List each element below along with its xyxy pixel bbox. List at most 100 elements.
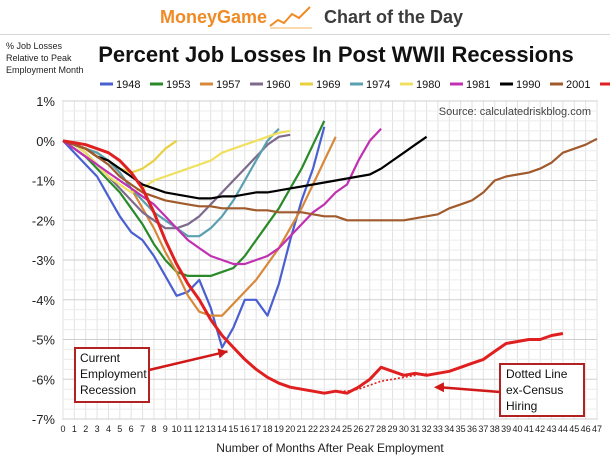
annotation-text: Hiring	[506, 399, 537, 413]
x-tick-label: 2	[83, 424, 88, 434]
x-tick-label: 16	[240, 424, 250, 434]
arrowhead	[217, 348, 228, 359]
x-tick-label: 7	[140, 424, 145, 434]
x-tick-label: 30	[399, 424, 409, 434]
series-line	[62, 128, 280, 238]
x-tick-label: 47	[592, 424, 602, 434]
x-tick-label: 0	[60, 424, 65, 434]
x-tick-label: 41	[524, 424, 534, 434]
x-tick-label: 17	[251, 424, 261, 434]
y-tick-label: -3%	[32, 253, 56, 268]
x-tick-label: 40	[512, 424, 522, 434]
annotation-text: Current	[80, 351, 121, 365]
series-line-dotted	[335, 372, 427, 393]
annotation-dotted-line: Dotted Line ex-Census Hiring	[433, 363, 585, 417]
x-tick-label: 15	[228, 424, 238, 434]
legend-item: 1974	[350, 79, 390, 91]
x-tick-label: 14	[217, 424, 227, 434]
annotation-arrow	[439, 385, 501, 394]
annotation-arrow	[148, 350, 228, 372]
x-tick-label: 36	[467, 424, 477, 434]
x-tick-label: 34	[444, 424, 454, 434]
x-tick-label: 6	[129, 424, 134, 434]
x-tick-label: 3	[95, 424, 100, 434]
x-tick-label: 11	[183, 424, 192, 434]
x-tick-label: 20	[285, 424, 295, 434]
y-axis-label-line: % Job Losses	[6, 41, 63, 51]
x-tick-label: 10	[172, 424, 182, 434]
legend-label: 1957	[216, 79, 240, 91]
x-tick-label: 19	[274, 424, 284, 434]
y-tick-label: -7%	[32, 412, 56, 427]
legend-item: 2007	[600, 82, 610, 86]
y-tick-label: 1%	[36, 94, 55, 109]
brand-name: MoneyGame	[160, 7, 268, 27]
x-tick-label: 31	[410, 424, 420, 434]
x-tick-label: 38	[490, 424, 500, 434]
x-tick-label: 23	[319, 424, 329, 434]
series-line	[62, 120, 326, 277]
x-tick-label: 5	[117, 424, 122, 434]
legend-item: 2001	[550, 79, 590, 91]
annotation-box	[499, 363, 585, 417]
y-tick-label: -6%	[32, 372, 56, 387]
legend-label: 1980	[416, 79, 440, 91]
chart-title: Percent Job Losses In Post WWII Recessio…	[98, 42, 574, 67]
legend-item: 1960	[250, 79, 290, 91]
annotation-box	[74, 347, 150, 403]
legend-item: 1980	[400, 79, 440, 91]
series-line	[62, 139, 564, 395]
arrowhead	[433, 382, 444, 393]
x-tick-label: 24	[331, 424, 341, 434]
x-tick-label: 27	[365, 424, 375, 434]
legend-label: 1969	[316, 79, 340, 91]
annotation-current-recession: Current Employment Recession	[74, 347, 228, 403]
series-line	[62, 128, 382, 266]
x-tick-label: 12	[194, 424, 204, 434]
source-note: Source: calculatedriskblog.com	[439, 106, 591, 118]
legend-label: 1981	[466, 79, 490, 91]
x-tick-label: 33	[433, 424, 443, 434]
x-tick-label: 9	[163, 424, 168, 434]
legend-label: 1960	[266, 79, 290, 91]
y-axis-label-line: Employment Month	[6, 65, 84, 75]
header-bar: MoneyGame Chart of the Day	[0, 0, 610, 35]
annotation-text: Recession	[80, 383, 136, 397]
chart-of-the-day-label: Chart of the Day	[324, 7, 464, 27]
x-tick-label: 18	[263, 424, 273, 434]
annotation-text: Dotted Line	[506, 367, 568, 381]
x-tick-label: 29	[387, 424, 397, 434]
legend-item: 1981	[450, 79, 490, 91]
legend-label: 1990	[516, 79, 540, 91]
x-tick-label: 44	[558, 424, 568, 434]
x-tick-label: 4	[106, 424, 111, 434]
x-tick-label: 25	[342, 424, 352, 434]
series-line	[62, 135, 428, 200]
legend-label: 2001	[566, 79, 590, 91]
y-tick-label: -5%	[32, 333, 56, 348]
rising-line-chart-icon	[269, 6, 312, 29]
x-tick-label: 43	[547, 424, 557, 434]
x-tick-label: 8	[151, 424, 156, 434]
legend-item: 1990	[500, 79, 540, 91]
legend-item: 1969	[300, 79, 340, 91]
x-tick-label: 46	[581, 424, 591, 434]
x-tick-label: 35	[456, 424, 466, 434]
y-tick-label: -2%	[32, 213, 56, 228]
x-axis-title: Number of Months After Peak Employment	[216, 441, 444, 455]
x-tick-label: 37	[478, 424, 488, 434]
x-tick-label: 21	[297, 424, 307, 434]
annotation-text: ex-Census	[506, 383, 563, 397]
x-tick-label: 13	[206, 424, 216, 434]
y-axis-label-line: Relative to Peak	[6, 53, 72, 63]
series-line	[62, 137, 598, 222]
x-tick-label: 1	[72, 424, 77, 434]
y-tick-label: 0%	[36, 134, 55, 149]
legend-item: 1953	[150, 79, 190, 91]
x-tick-label: 42	[535, 424, 545, 434]
x-tick-label: 26	[353, 424, 363, 434]
series-line	[62, 126, 326, 349]
y-tick-label: -1%	[32, 174, 56, 189]
annotation-text: Employment	[80, 367, 147, 381]
y-axis-label: % Job Losses Relative to Peak Employment…	[6, 40, 106, 76]
